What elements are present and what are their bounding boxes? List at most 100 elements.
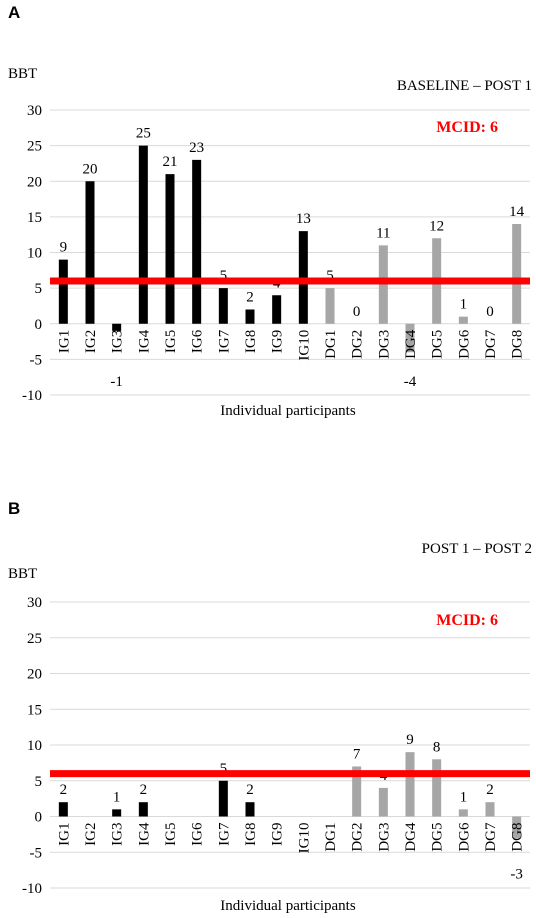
panel-a-bar-ig3 <box>112 323 122 331</box>
panel-b-x-tick-label: IG8 <box>243 823 259 846</box>
panel-b-bar-ig7 <box>218 780 228 817</box>
panel-a-data-label: 23 <box>189 140 204 156</box>
panel-a-data-label: 0 <box>353 304 361 320</box>
panel-b-bar-ig4 <box>138 802 148 817</box>
panel-a-x-tick-label: IG3 <box>110 330 126 353</box>
panel-a-x-tick-label: DG7 <box>483 329 499 359</box>
panel-b-y-tick-label: -10 <box>22 881 42 897</box>
panel-b-x-tick-label: DG8 <box>510 823 526 852</box>
panel-a-y-tick-label: 15 <box>27 210 42 226</box>
panel-b-x-tick-label: IG5 <box>163 823 179 846</box>
panel-a-plot: -10-5051015202530IG19IG220IG3-1IG425IG52… <box>22 103 530 404</box>
panel-b-data-label: 5 <box>220 761 228 777</box>
panel-b-data-label: 2 <box>246 782 254 798</box>
panel-a-bar-ig10 <box>298 231 308 324</box>
panel-b-bar-dg8 <box>512 816 522 838</box>
panel-a-bar-dg6 <box>458 316 468 324</box>
panel-b-y-tick-label: -5 <box>30 845 43 861</box>
panel-a-x-tick-label: DG8 <box>510 330 526 359</box>
panel-b-y-tick-label: 0 <box>35 810 43 826</box>
panel-b-y-tick-label: 10 <box>27 738 42 754</box>
panel-a-y-tick-label: -10 <box>22 388 42 404</box>
panel-a-data-label: 12 <box>429 218 444 234</box>
panel-a-bar-ig8 <box>245 309 255 324</box>
panel-a-x-tick-label: DG4 <box>403 329 419 359</box>
panel-a-bar-ig2 <box>85 181 95 324</box>
panel-a-x-tick-label: DG6 <box>456 329 472 359</box>
panel-a-x-tick-label: DG1 <box>323 330 339 359</box>
panel-b-bar-ig3 <box>112 809 122 817</box>
panel-a-data-label: 25 <box>136 126 151 142</box>
panel-b-data-label: 2 <box>60 782 68 798</box>
panel-a-y-tick-label: 25 <box>27 139 42 155</box>
panel-a-x-tick-label: IG2 <box>83 330 99 353</box>
panel-a-x-tick-label: IG1 <box>56 330 72 353</box>
panel-b-x-tick-label: IG6 <box>190 822 206 846</box>
panel-a-data-label: 2 <box>246 290 254 306</box>
panel-b-bar-dg6 <box>458 809 468 817</box>
panel-b-x-tick-label: DG3 <box>376 823 392 852</box>
panel-b-y-tick-label: 5 <box>35 774 43 790</box>
panel-a-x-tick-label: DG5 <box>430 330 446 359</box>
panel-a-x-axis-label: Individual participants <box>220 403 356 419</box>
panel-b-bar-dg2 <box>352 766 362 817</box>
panel-b-y-tick-label: 20 <box>27 667 42 683</box>
panel-a-x-tick-label: IG4 <box>136 329 152 353</box>
panel-b-x-tick-label: IG1 <box>56 823 72 846</box>
panel-b-title: POST 1 – POST 2 <box>422 541 532 557</box>
panel-b-x-tick-label: DG4 <box>403 822 419 852</box>
panel-b-x-tick-label: IG4 <box>136 822 152 846</box>
panel-a-bar-dg8 <box>512 224 522 324</box>
panel-b-x-tick-label: DG5 <box>430 823 446 852</box>
panel-a-y-tick-label: 30 <box>27 103 42 119</box>
panel-a-bar-ig7 <box>218 288 228 324</box>
panel-b-data-label: 2 <box>486 782 494 798</box>
panel-a-data-label: 11 <box>376 225 390 241</box>
panel-a-bar-ig1 <box>58 259 68 324</box>
panel-b-data-label: 2 <box>140 782 148 798</box>
panel-a-data-label: 14 <box>509 204 525 220</box>
panel-a-bar-ig9 <box>272 295 282 324</box>
panel-a-data-label: 20 <box>83 161 98 177</box>
panel-b-bar-dg5 <box>432 759 442 817</box>
panel-b-label: B <box>8 499 20 518</box>
panel-b-data-label: 8 <box>433 739 441 755</box>
panel-a-x-tick-label: DG3 <box>376 330 392 359</box>
panel-a-x-tick-label: IG6 <box>190 329 206 353</box>
panel-a-bar-ig5 <box>165 174 175 324</box>
panel-b-y-tick-label: 15 <box>27 702 42 718</box>
panel-b-x-tick-label: IG9 <box>270 823 286 846</box>
panel-a-bar-ig6 <box>192 159 202 324</box>
panel-a-x-tick-label: IG7 <box>216 329 232 353</box>
panel-b-data-label: -3 <box>510 867 523 883</box>
panel-a-data-label: 1 <box>460 297 468 313</box>
panel-a-label: A <box>8 3 20 22</box>
panel-a-bar-ig4 <box>138 145 148 324</box>
panel-b-bar-ig1 <box>58 802 68 817</box>
panel-a-data-label: 0 <box>486 304 494 320</box>
panel-b-x-tick-label: IG3 <box>110 823 126 846</box>
panel-a-data-label: -4 <box>404 374 417 390</box>
panel-b-bar-dg7 <box>485 802 495 817</box>
panel-a-title: BASELINE – POST 1 <box>397 78 532 94</box>
panel-a-bar-dg3 <box>378 245 388 324</box>
panel-b-bar-dg4 <box>405 752 415 817</box>
panel-a-x-tick-label: IG9 <box>270 330 286 353</box>
panel-a-y-tick-label: 5 <box>35 281 43 297</box>
panel-a-data-label: 21 <box>163 154 178 170</box>
panel-b-bar-dg3 <box>378 787 388 817</box>
panel-b-y-tick-label: 25 <box>27 631 42 647</box>
panel-b-x-tick-label: DG1 <box>323 823 339 852</box>
panel-b-data-label: 7 <box>353 746 361 762</box>
panel-b-x-tick-label: IG10 <box>296 823 312 854</box>
panel-b-y-axis-label: BBT <box>8 566 37 582</box>
panel-a-data-label: 13 <box>296 211 311 227</box>
panel-a-y-tick-label: -5 <box>30 352 43 368</box>
panel-b-x-tick-label: DG2 <box>350 823 366 852</box>
panel-a-y-tick-label: 10 <box>27 246 42 262</box>
panel-a-x-tick-label: IG10 <box>296 330 312 361</box>
panel-a-y-tick-label: 20 <box>27 174 42 190</box>
panel-a-x-tick-label: IG8 <box>243 330 259 353</box>
panel-b-bar-ig8 <box>245 802 255 817</box>
